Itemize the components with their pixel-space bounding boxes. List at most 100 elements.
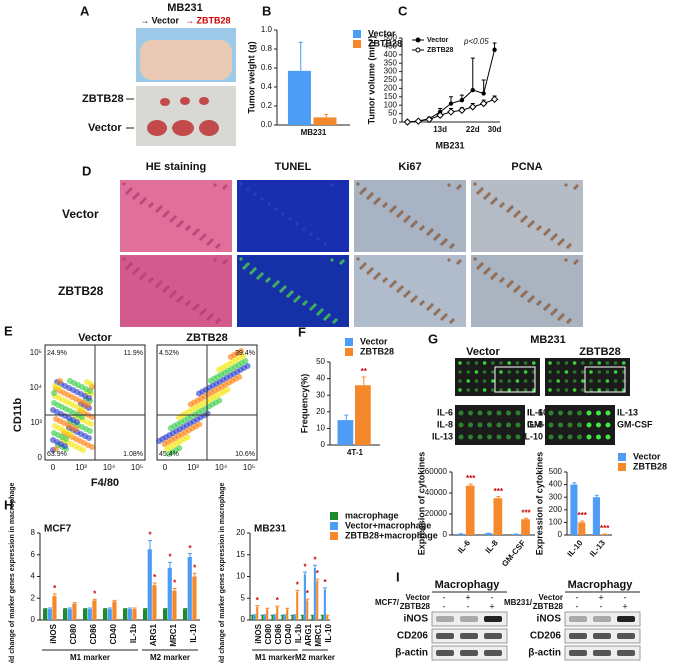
quadrant-value: 11.9% [124,350,143,357]
legend-label: macrophage [345,510,399,520]
sign: - [600,601,603,611]
spot [478,435,483,440]
band [569,633,587,639]
spot [573,361,577,365]
cell [206,242,209,245]
spot [458,388,462,392]
sign: + [489,601,494,611]
bar [294,616,296,620]
spot [614,361,618,365]
cell [366,271,369,274]
spot [459,423,464,428]
spot [466,361,470,365]
cell [557,317,560,320]
x-tick-label: MRC1 [169,623,178,646]
spot [548,379,552,383]
spot [596,423,601,428]
error-bar [128,608,132,609]
spot [524,388,528,392]
cell [366,196,369,199]
legend-swatch [345,338,353,346]
y-tick-label: 450 [384,42,398,51]
y-tick-label: 1.0 [261,25,273,34]
y-tick-label: 0 [241,615,246,624]
marker [492,96,498,102]
spot [483,388,487,392]
spot [573,370,577,374]
annotation: p<0.05 [463,37,489,46]
legend-label: Vector+macrophage [345,520,431,530]
cell [527,224,530,227]
legend-label: ZBTB28+macrophage [345,530,438,540]
quadrant-value: 4.52% [159,350,179,357]
cell [389,209,392,212]
cell [253,192,256,195]
cell [199,312,202,315]
treatment: ZBTB28 [533,602,564,611]
bar [276,607,278,620]
spot [558,435,563,440]
spot [581,361,585,365]
significance: *** [494,487,504,496]
cell [148,204,151,207]
x-tick-label: CD80 [69,623,78,644]
cell [527,299,530,302]
error-bar [265,608,269,609]
x-tick-label: CD86 [274,623,283,644]
event [87,388,93,394]
sign: - [443,601,446,611]
bar [282,616,284,620]
y-tick-label: 0.8 [261,44,273,53]
bar [272,616,274,620]
spot [622,361,626,365]
spot [507,361,511,365]
marker [471,88,475,92]
bar [52,596,56,620]
significance: *** [466,474,476,483]
error-bar [469,484,473,486]
significance: * [316,569,320,578]
cell [373,276,376,279]
quadrant-value: 45.4% [159,451,179,458]
marker [449,101,453,105]
spot [487,423,492,428]
y-tick-label: 250 [384,75,398,84]
spot [548,370,552,374]
spot [589,361,593,365]
bar [112,602,116,620]
cell [483,271,486,274]
bar [92,600,96,620]
spot [549,411,554,416]
y-tick-label: 500 [549,467,563,476]
bar [288,71,311,125]
sign: - [576,601,579,611]
cell [279,289,282,292]
spot [587,423,592,428]
spot [606,370,610,374]
cell [199,237,202,240]
cell [272,284,275,287]
spot [556,361,560,365]
spot [549,435,554,440]
band [436,616,454,622]
spot [558,423,563,428]
bar [466,486,475,535]
cell [499,204,502,207]
x-tick-label: 10⁵ [243,463,255,472]
y-tick-label: 400 [384,50,398,59]
cell [506,284,509,287]
cell [410,224,413,227]
cell [267,202,270,205]
bar [123,609,127,620]
spot [589,379,593,383]
cell [330,183,333,186]
error-bar [595,495,599,497]
y-tick-label: 30 [316,390,325,399]
y-axis-label: Expression of cytokines [534,452,544,556]
cell [490,201,493,204]
cell [330,258,333,261]
plot-title: ZBTB28 [186,332,228,344]
y-tick-label: 15 [236,550,245,559]
y-tick-label: 10⁴ [30,383,43,392]
spot [468,411,473,416]
